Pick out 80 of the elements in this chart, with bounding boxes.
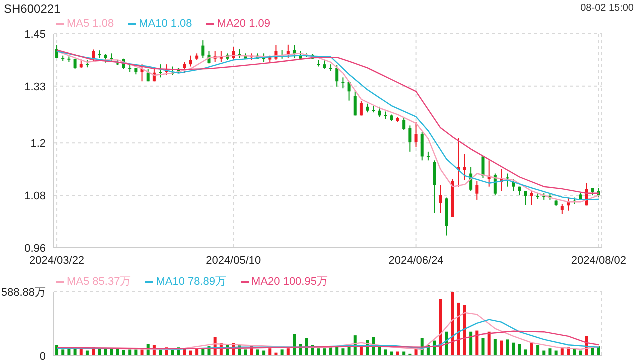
candlestick [74,58,77,70]
chart-title: SH600221 [4,2,61,16]
candlestick [408,125,412,152]
bar [256,350,260,356]
candlestick [92,49,96,63]
candlestick [482,156,485,179]
bar [134,350,138,356]
bar [140,350,144,356]
bar [512,342,516,356]
candlestick [336,64,339,88]
legend-label: MA5 85.37万 [67,275,132,289]
candlestick [414,122,418,148]
bar [457,302,460,356]
bar [524,350,528,356]
bar [280,350,284,356]
bar [292,334,296,356]
bar [494,339,497,356]
y-tick-label: 1.45 [24,28,46,41]
bar [317,348,320,356]
legend-label: MA10 78.89万 [156,275,227,289]
legend-label: MA10 1.08 [139,18,192,30]
text: 08-02 15:00 [580,3,634,14]
candlestick [189,55,192,68]
y-tick-label: 0.96 [24,242,46,255]
candlestick [183,62,186,74]
x-tick-label: 2024/03/22 [30,254,85,267]
candlestick [476,180,479,200]
y-tick-label: 0 [40,350,46,360]
candlestick [524,190,528,206]
bar [286,348,290,356]
candlestick [506,173,510,188]
bar [439,299,442,356]
candlestick [292,44,296,59]
line-series [56,330,600,350]
bar [518,344,522,356]
candlestick [530,190,534,206]
candlestick [146,68,150,82]
candlestick [286,44,290,59]
bar [244,350,248,356]
bar [342,348,345,356]
bar [451,292,454,356]
candlestick [360,100,363,116]
bar [488,332,491,356]
candlestick [159,64,162,78]
bar [470,332,473,356]
y-tick-label: 1.08 [24,190,46,202]
bar [560,348,564,356]
y-tick-label: 588.88万 [1,286,46,299]
legend-label: MA5 1.08 [67,18,114,30]
y-tick-label: 1.2 [30,138,46,150]
x-tick-label: 2024/05/10 [206,254,262,267]
bar [476,330,479,356]
candlestick [202,40,205,59]
candlestick [317,60,320,68]
bar [323,348,326,356]
bar [482,338,485,356]
bar [62,350,65,356]
bar [384,350,388,356]
candlestick [342,77,345,90]
candlestick [402,116,406,131]
bar [506,340,510,356]
bar [548,348,552,356]
y-tick-label: 1.33 [24,81,46,94]
x-tick-label: 2024/06/24 [388,254,444,267]
candlestick [439,184,442,214]
candlestick [463,154,466,181]
bar [128,350,132,356]
candlestick [433,160,436,214]
legend-label: MA20 100.95万 [252,275,328,289]
bar [122,350,126,356]
bar [500,340,504,356]
bar [463,305,466,356]
legend-label: MA20 1.09 [217,18,270,30]
bar [268,348,272,356]
candlestick [354,91,357,116]
x-tick-label: 2024/08/02 [571,254,626,267]
bar [536,345,540,356]
candlestick [378,106,382,118]
candlestick [420,132,424,162]
candlestick [560,204,564,215]
